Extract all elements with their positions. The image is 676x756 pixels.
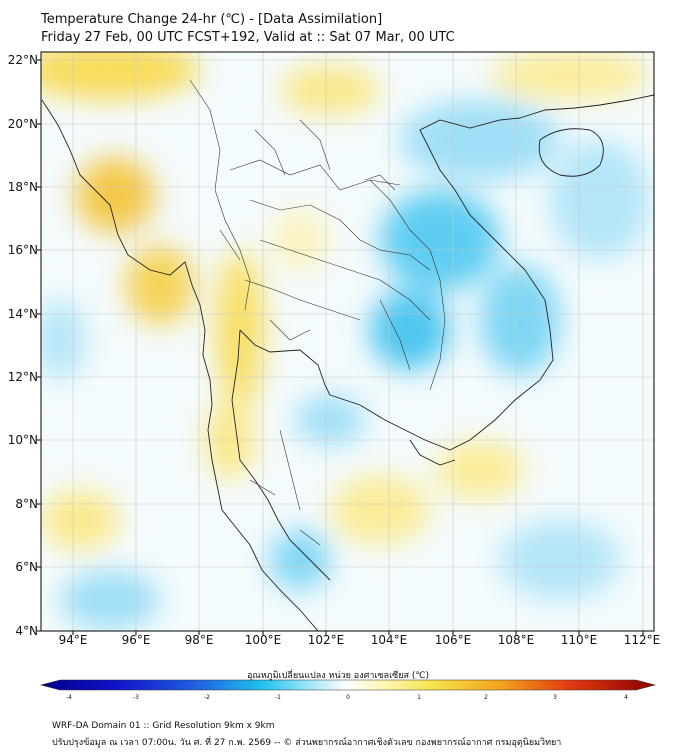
lat-label-22: 22°N	[7, 53, 38, 67]
coastlines	[41, 94, 654, 631]
map-title: Temperature Change 24-hr (℃) - [Data Ass…	[41, 12, 383, 27]
lat-label-20: 20°N	[7, 117, 38, 131]
lat-label-6: 6°N	[15, 560, 38, 574]
lat-label-10: 10°N	[7, 433, 38, 447]
lon-label-106: 106°E	[434, 633, 472, 647]
lon-label-102: 102°E	[307, 633, 345, 647]
lat-label-14: 14°N	[7, 307, 38, 321]
colorbar	[39, 679, 657, 691]
map-frame	[40, 51, 655, 632]
footer-credit: ปรับปรุงข้อมูล ณ เวลา 07:00น. วัน ศ. ที่…	[52, 738, 562, 748]
colorbar-tick: 2	[484, 694, 488, 701]
colorbar-tick: 1	[417, 694, 421, 701]
colorbar-tick: 3	[553, 694, 557, 701]
colorbar-tick: -3	[133, 694, 139, 701]
lon-label-110: 110°E	[560, 633, 598, 647]
colorbar-tick: -2	[204, 694, 210, 701]
colorbar-tick: -4	[66, 694, 72, 701]
footer-model-info: WRF-DA Domain 01 :: Grid Resolution 9km …	[52, 721, 275, 731]
lon-label-98: 98°E	[184, 633, 214, 647]
lat-label-12: 12°N	[7, 370, 38, 384]
gridlines	[41, 52, 654, 631]
map-subtitle: Friday 27 Feb, 00 UTC FCST+192, Valid at…	[41, 30, 455, 45]
colorbar-tick: -1	[275, 694, 281, 701]
lon-label-94: 94°E	[58, 633, 88, 647]
province-borders	[189, 79, 446, 546]
lon-label-100: 100°E	[244, 633, 282, 647]
lat-label-4: 4°N	[15, 624, 38, 638]
lon-label-96: 96°E	[121, 633, 151, 647]
lat-label-18: 18°N	[7, 180, 38, 194]
lon-label-112: 112°E	[623, 633, 661, 647]
colorbar-tick: 4	[624, 694, 628, 701]
lat-label-8: 8°N	[15, 497, 38, 511]
axis-ticks	[37, 59, 644, 635]
lat-label-16: 16°N	[7, 243, 38, 257]
lon-label-104: 104°E	[370, 633, 408, 647]
lon-label-108: 108°E	[497, 633, 535, 647]
colorbar-tick: 0	[346, 694, 350, 701]
colorbar-label: อุณหภูมิเปลี่ยนแปลง หน่วย องศาเซลเซียส (…	[246, 671, 430, 681]
